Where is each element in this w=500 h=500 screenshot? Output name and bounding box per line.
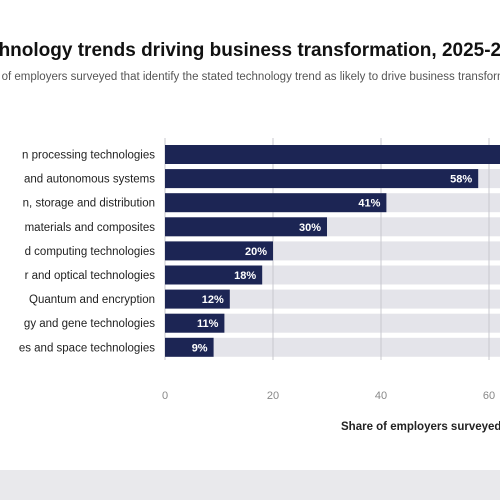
category-label: gy and gene technologies (24, 318, 155, 330)
data-label: 30% (299, 222, 321, 234)
data-label: 18% (234, 270, 256, 282)
bar (165, 217, 327, 237)
data-label: 9% (192, 342, 208, 354)
x-axis-title: Share of employers surveyed (341, 421, 500, 433)
data-label: 11% (197, 318, 219, 330)
category-label: r and optical technologies (25, 270, 156, 282)
category-label: and autonomous systems (24, 174, 155, 186)
chart-subtitle: e of employers surveyed that identify th… (0, 71, 500, 83)
category-label: es and space technologies (19, 342, 155, 354)
bar (165, 241, 273, 261)
x-tick-label: 0 (162, 390, 168, 402)
bar (165, 289, 230, 309)
bar (165, 169, 479, 189)
category-label: d computing technologies (25, 246, 156, 258)
chart-title: chnology trends driving business transfo… (0, 40, 500, 61)
x-tick-label: 60 (483, 390, 495, 402)
category-label: n processing technologies (22, 150, 155, 162)
bar (165, 337, 214, 357)
bar (165, 145, 500, 164)
bar (165, 313, 225, 333)
bar-track (165, 337, 500, 357)
bar-track (165, 289, 500, 309)
data-label: 41% (358, 198, 380, 210)
x-tick-label: 20 (267, 390, 279, 402)
data-label: 20% (245, 246, 267, 258)
bar (165, 193, 387, 213)
category-label: n, storage and distribution (23, 198, 155, 210)
category-label: Quantum and encryption (29, 294, 155, 306)
bar (165, 265, 263, 285)
bar-track (165, 313, 500, 333)
category-label: materials and composites (25, 222, 156, 234)
data-label: 58% (450, 174, 472, 186)
data-label: 12% (202, 294, 224, 306)
chart-card: chnology trends driving business transfo… (0, 0, 500, 470)
x-tick-label: 40 (375, 390, 387, 402)
